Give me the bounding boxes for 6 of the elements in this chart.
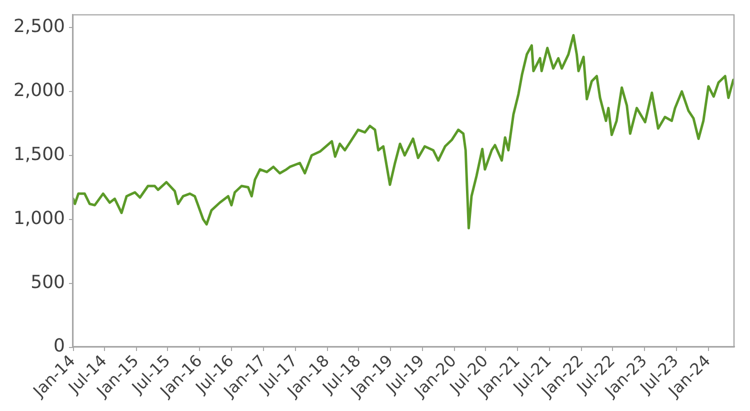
y-tick-label: 500 xyxy=(30,272,65,293)
y-tick-label: 1,500 xyxy=(13,144,65,166)
y-tick-label: 1,000 xyxy=(13,208,65,229)
y-tick-label: 2,500 xyxy=(13,16,65,38)
y-tick-label: 0 xyxy=(54,336,65,357)
y-tick-label: 2,000 xyxy=(13,80,65,102)
